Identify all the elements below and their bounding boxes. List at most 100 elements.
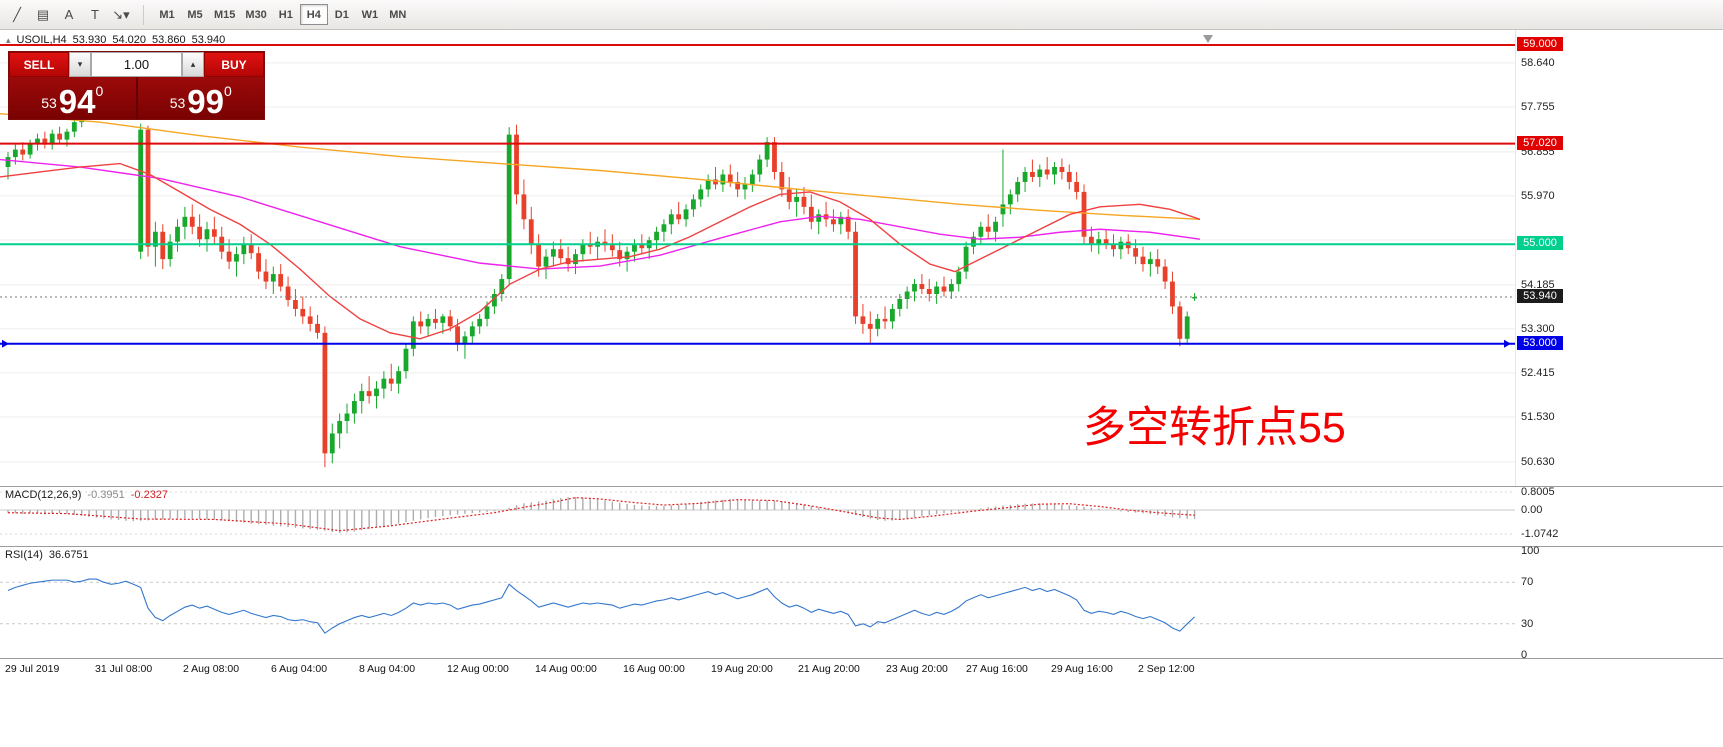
- time-axis-label: 27 Aug 16:00: [966, 663, 1028, 675]
- timeframe-m30-button[interactable]: M30: [240, 4, 271, 25]
- macd-scale-label: -1.0742: [1521, 528, 1559, 541]
- line-studies-toolbar: ╱ ▤ A T ↘▾: [4, 3, 134, 26]
- rsi-chart[interactable]: [0, 547, 1515, 659]
- arrows-icon[interactable]: ↘▾: [108, 3, 134, 26]
- price-scale-label: 57.755: [1521, 101, 1555, 113]
- timeframe-m5-button[interactable]: M5: [181, 4, 209, 25]
- price-badge-55.000: 55.000: [1517, 236, 1563, 251]
- rsi-panel: RSI(14) 36.6751 100 70 30 0: [0, 545, 1723, 661]
- candles: [5, 94, 1197, 468]
- time-axis-label: 6 Aug 04:00: [271, 663, 328, 675]
- timeframe-m1-button[interactable]: M1: [153, 4, 181, 25]
- rsi-scale-label: 0: [1521, 649, 1528, 661]
- macd-signal-line: [7, 497, 1195, 532]
- macd-histogram: [7, 496, 1196, 533]
- rsi-label: RSI(14) 36.6751: [5, 549, 89, 561]
- time-axis-label: 12 Aug 00:00: [447, 663, 509, 675]
- sell-price[interactable]: 53 94 0: [9, 77, 136, 119]
- volume-input[interactable]: [91, 52, 182, 77]
- price-scale-label: 53.300: [1521, 322, 1555, 335]
- price-badge-53.940: 53.940: [1517, 288, 1563, 303]
- timeframe-mn-button[interactable]: MN: [384, 4, 412, 25]
- price-badge-59.000: 59.000: [1517, 37, 1563, 51]
- text-label-icon[interactable]: T: [82, 3, 108, 26]
- chart-annotation: 多空转折点55: [1083, 404, 1346, 452]
- ma-mid-magenta: [0, 158, 1201, 270]
- ohlc-low: 53.860: [151, 34, 186, 46]
- trendline-icon[interactable]: ╱: [4, 3, 30, 26]
- expander-icon[interactable]: ▴: [6, 34, 11, 45]
- sell-price-fraction: 0: [95, 83, 104, 99]
- ma-fast-red: [0, 162, 1201, 340]
- symbol-period: USOIL,H4: [16, 34, 67, 46]
- rsi-scale-label: 70: [1521, 576, 1534, 589]
- timeframe-d1-button[interactable]: D1: [328, 4, 356, 25]
- time-axis-label: 14 Aug 00:00: [535, 663, 597, 675]
- rsi-scale-label: 100: [1521, 545, 1540, 557]
- timeframes-toolbar: M1 M5 M15 M30 H1 H4 D1 W1 MN: [153, 4, 412, 25]
- time-axis-label: 21 Aug 20:00: [798, 663, 860, 675]
- rsi-axis[interactable]: 100 70 30 0: [1516, 545, 1596, 661]
- volume-increase-button[interactable]: ▴: [182, 52, 204, 77]
- macd-signal-value: -0.2327: [130, 489, 169, 501]
- time-axis-label: 23 Aug 20:00: [886, 663, 948, 675]
- buy-price-pips: 99: [187, 82, 224, 120]
- timeframe-h1-button[interactable]: H1: [272, 4, 300, 25]
- price-scale-label: 58.640: [1521, 56, 1555, 69]
- price-scale-label: 50.630: [1521, 455, 1555, 468]
- time-axis-label: 19 Aug 20:00: [711, 663, 773, 675]
- price-badge-57.020: 57.020: [1517, 135, 1563, 150]
- grid-icon[interactable]: ▤: [30, 3, 56, 26]
- time-axis-label: 8 Aug 04:00: [359, 663, 416, 675]
- sell-button[interactable]: SELL: [9, 52, 69, 77]
- buy-price[interactable]: 53 99 0: [138, 77, 265, 119]
- macd-scale-label: 0.8005: [1521, 486, 1555, 498]
- time-axis-label: 16 Aug 00:00: [623, 663, 685, 675]
- text-icon[interactable]: A: [56, 3, 82, 26]
- rsi-scale-label: 30: [1521, 617, 1534, 630]
- hline-right-marker: [1504, 339, 1511, 348]
- macd-value: -0.3951: [87, 489, 125, 501]
- timeframe-w1-button[interactable]: W1: [356, 4, 384, 25]
- buy-button[interactable]: BUY: [204, 52, 264, 77]
- volume-decrease-button[interactable]: ▾: [69, 52, 91, 77]
- price-scale-label: 52.415: [1521, 366, 1555, 379]
- ohlc-open: 53.930: [72, 34, 107, 46]
- sell-price-whole: 53: [41, 95, 57, 111]
- price-divider: [135, 77, 138, 119]
- toolbar-separator: [143, 4, 144, 25]
- price-axis[interactable]: 58.640 57.755 56.855 55.970 54.185 53.300 52.4…: [1516, 30, 1596, 486]
- chart-ohlc-header: ▴ USOIL,H4 53.930 54.020 53.860 53.940: [6, 34, 225, 46]
- main-chart[interactable]: [0, 30, 1515, 486]
- timeframe-m15-button[interactable]: M15: [209, 4, 240, 25]
- time-axis[interactable]: 29 Jul 2019 31 Jul 08:00 2 Aug 08:00 6 Aug …: [0, 658, 1723, 680]
- rsi-value: 36.6751: [48, 549, 89, 561]
- ma-slow-orange: [0, 113, 1201, 220]
- price-badge-53.000: 53.000: [1517, 335, 1563, 350]
- ohlc-close: 53.940: [191, 34, 226, 46]
- time-axis-label: 2 Sep 12:00: [1138, 663, 1195, 675]
- macd-chart[interactable]: [0, 487, 1515, 547]
- time-axis-label: 29 Jul 2019: [5, 663, 60, 675]
- price-scale-label: 55.970: [1521, 189, 1555, 202]
- sell-price-pips: 94: [58, 82, 96, 120]
- time-axis-label: 29 Aug 16:00: [1051, 663, 1113, 675]
- chart-shift-marker[interactable]: [1203, 35, 1213, 43]
- macd-axis[interactable]: 0.8005 0.00 -1.0742: [1516, 486, 1596, 546]
- timeframe-h4-button[interactable]: H4: [299, 4, 328, 25]
- hline-left-marker: [2, 339, 9, 348]
- macd-title: MACD(12,26,9): [5, 489, 82, 501]
- price-scale-label: 51.530: [1521, 411, 1555, 423]
- macd-label: MACD(12,26,9) -0.3951 -0.2327: [5, 489, 168, 501]
- rsi-title: RSI(14): [5, 549, 43, 561]
- ohlc-high: 54.020: [112, 34, 146, 46]
- toolbar: ╱ ▤ A T ↘▾ M1 M5 M15 M30 H1 H4 D1 W1 MN: [0, 0, 1723, 30]
- time-axis-label: 31 Jul 08:00: [95, 663, 153, 675]
- chart-window[interactable]: 58.640 57.755 56.855 55.970 54.185 53.300 52.4…: [0, 30, 1723, 486]
- rsi-line: [7, 578, 1195, 634]
- macd-panel: MACD(12,26,9) -0.3951 -0.2327 0.8005 0.00…: [0, 486, 1723, 546]
- price-scale-label: 54.185: [1521, 278, 1555, 291]
- buy-price-whole: 53: [169, 95, 186, 111]
